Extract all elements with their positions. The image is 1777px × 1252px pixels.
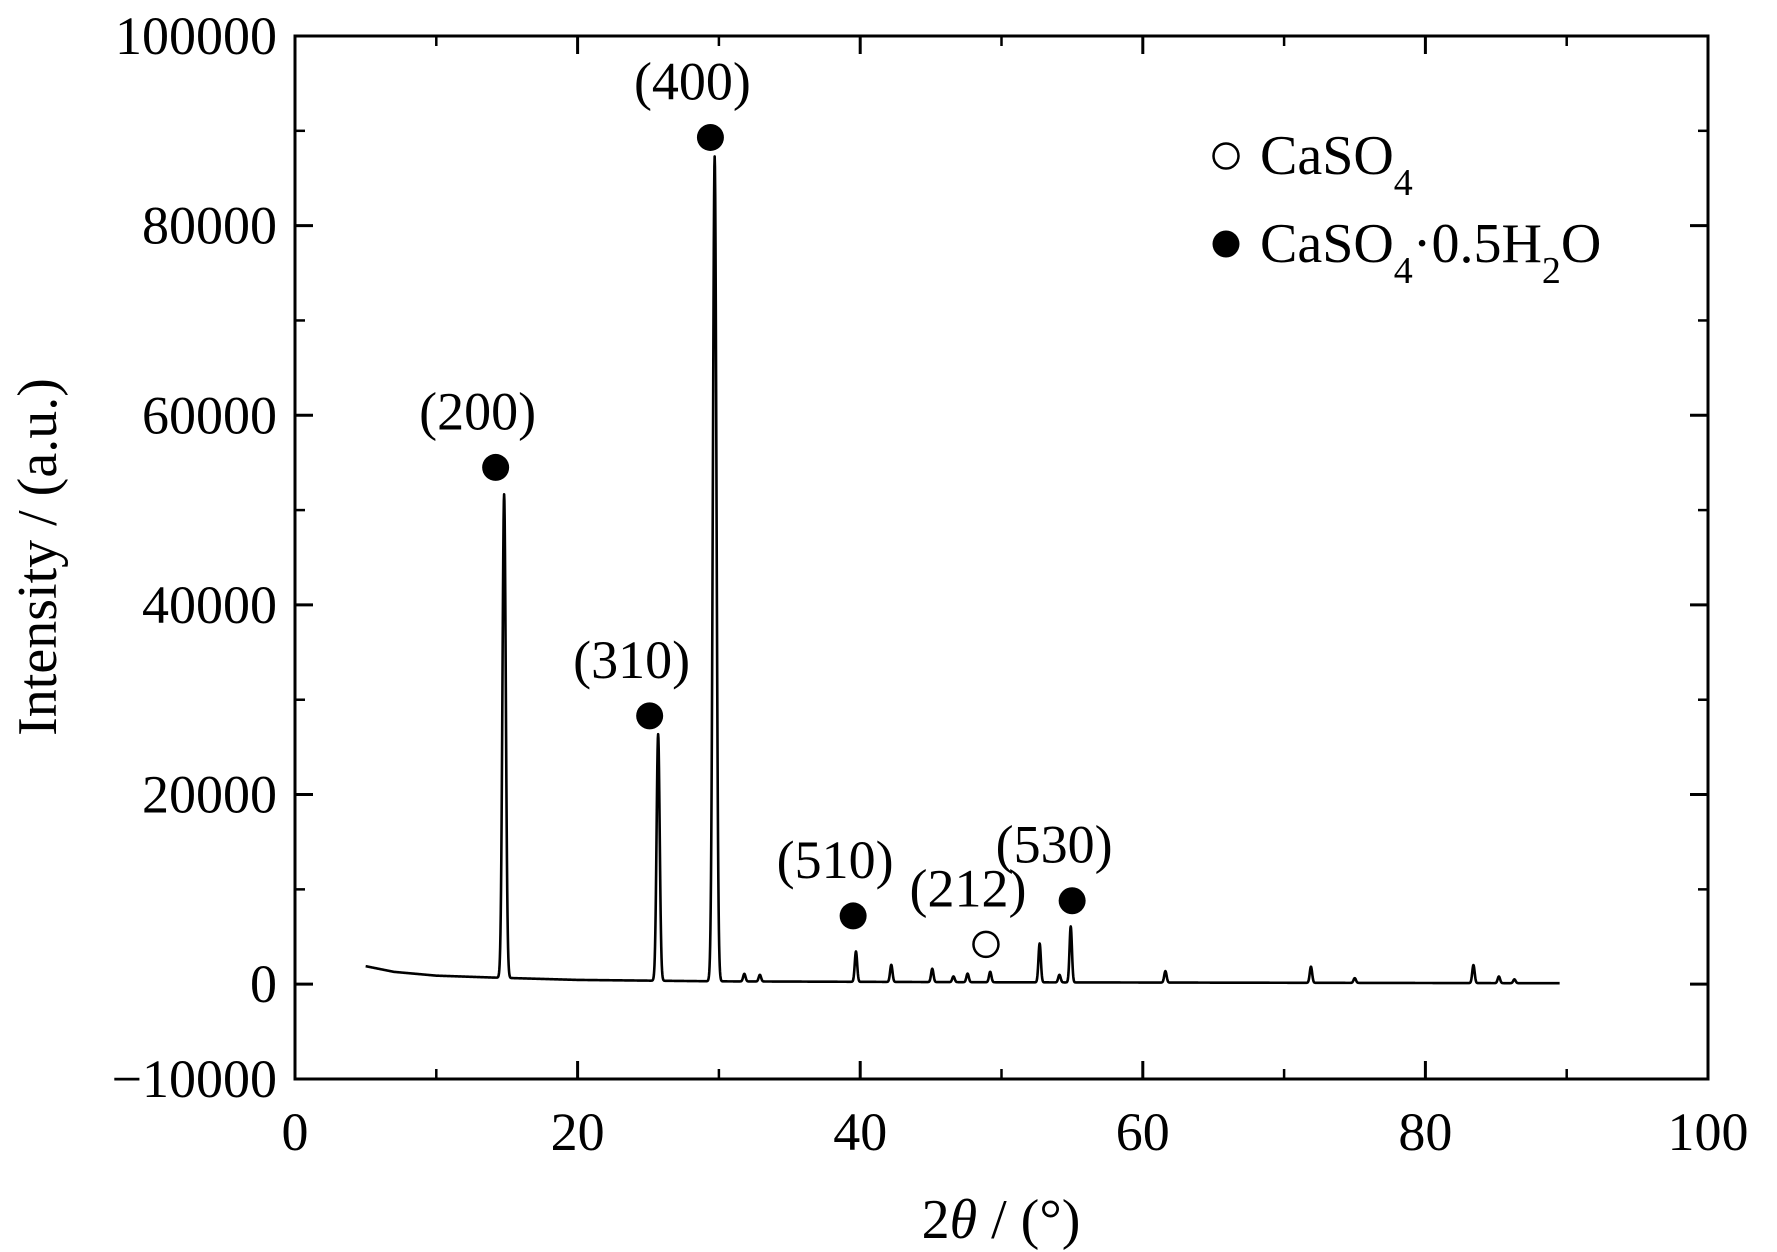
x-tick-label: 100 [1668, 1102, 1749, 1162]
axis-tick-labels: 0 20 40 60 80 100−100000200004000060000800001… [112, 6, 1749, 1162]
x-tick-label: 40 [833, 1102, 887, 1162]
legend-filled-circle-icon [1212, 230, 1240, 258]
y-axis-title: Intensity / (a.u.) [7, 378, 69, 736]
y-tick-label: 20000 [142, 765, 277, 825]
x-tick-label: 0 [282, 1102, 309, 1162]
peak-label: (530) [996, 815, 1113, 875]
peak-marker-filled-circle [636, 702, 664, 730]
y-tick-label: 80000 [142, 196, 277, 256]
x-tick-label: 60 [1116, 1102, 1170, 1162]
peak-marker-filled-circle [696, 123, 724, 151]
legend-label-caso4-hemihydrate: CaSO4·0.5H2O [1260, 213, 1601, 292]
y-tick-label: 60000 [142, 385, 277, 445]
peak-label: (212) [909, 858, 1026, 918]
y-tick-label: 40000 [142, 575, 277, 635]
peak-label: (310) [573, 630, 690, 690]
peak-marker-filled-circle [839, 902, 867, 930]
axis-ticks [293, 34, 1710, 1081]
peak-label: (510) [777, 830, 894, 890]
y-tick-label: 100000 [115, 6, 277, 66]
x-tick-label: 20 [551, 1102, 605, 1162]
y-tick-label: 0 [250, 954, 277, 1014]
legend-open-circle-icon [1212, 142, 1240, 170]
peak-annotations: (200) (310) (400) (510) (212)(530) [419, 51, 1113, 959]
x-tick-label: 80 [1398, 1102, 1452, 1162]
peak-label: (400) [634, 51, 751, 111]
legend: CaSO4 CaSO4·0.5H2O [1212, 125, 1601, 292]
peak-marker-filled-circle [482, 453, 510, 481]
peak-label: (200) [419, 381, 536, 441]
y-tick-label: −10000 [112, 1049, 277, 1109]
legend-label-caso4: CaSO4 [1260, 125, 1413, 204]
xrd-pattern-line [364, 155, 1561, 985]
peak-marker-open-circle [972, 930, 1000, 959]
peak-marker-filled-circle [1058, 887, 1086, 915]
x-axis-title: 2θ / (°) [922, 1189, 1081, 1251]
